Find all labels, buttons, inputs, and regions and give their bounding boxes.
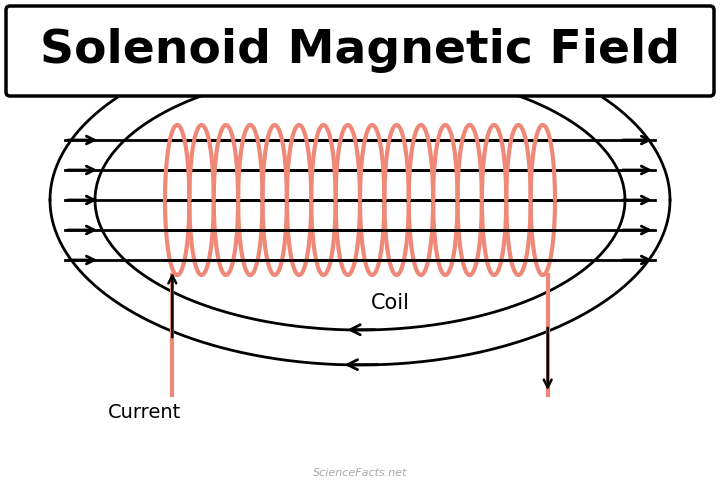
Text: Coil: Coil [371, 293, 410, 313]
Text: ScienceFacts.net: ScienceFacts.net [312, 468, 408, 478]
Text: Current: Current [108, 403, 181, 422]
Text: Solenoid Magnetic Field: Solenoid Magnetic Field [40, 28, 680, 74]
FancyBboxPatch shape [6, 6, 714, 96]
